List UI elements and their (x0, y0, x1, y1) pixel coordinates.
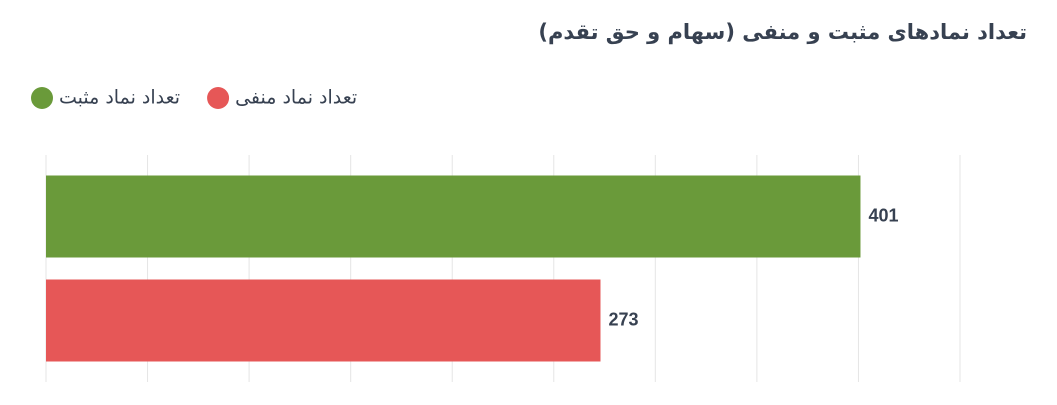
bar (46, 175, 861, 258)
legend-label: تعداد نماد مثبت (59, 87, 180, 109)
chart-title: تعداد نمادهای مثبت و منفی (سهام و حق تقد… (538, 20, 1027, 44)
data-label: 401 (868, 205, 898, 225)
bar (46, 279, 601, 362)
legend-marker (31, 87, 53, 109)
legend-marker (207, 87, 230, 109)
data-label: 273 (608, 309, 638, 329)
legend-label: تعداد نماد منفی (235, 87, 357, 109)
